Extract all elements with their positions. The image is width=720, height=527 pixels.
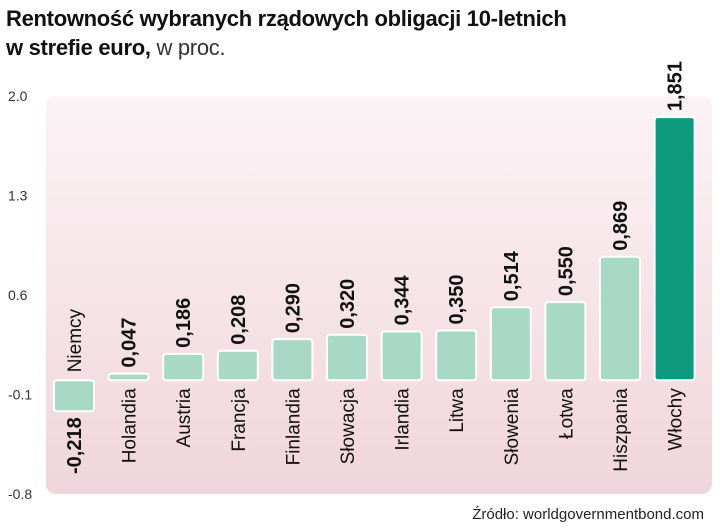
bar xyxy=(107,372,150,382)
bar xyxy=(271,338,314,382)
y-tick-label: -0.8 xyxy=(8,486,32,502)
value-label: -0,218 xyxy=(64,417,86,474)
category-label: Irlandia xyxy=(393,388,414,451)
value-label: 0,047 xyxy=(119,318,141,368)
bar xyxy=(599,255,641,382)
y-tick-label: -0.1 xyxy=(8,387,32,403)
value-label: 0,869 xyxy=(610,201,632,251)
value-label: 0,550 xyxy=(555,246,577,296)
value-label: 0,344 xyxy=(392,274,414,325)
value-label: 0,320 xyxy=(337,279,359,329)
category-label: Słowacja xyxy=(338,388,359,464)
plot-background xyxy=(46,96,712,494)
category-label: Holandia xyxy=(120,388,141,463)
category-label: Słowenia xyxy=(502,388,523,466)
category-label: Litwa xyxy=(447,388,468,433)
bar xyxy=(489,306,532,382)
category-label: Niemcy xyxy=(65,308,86,372)
category-label: Hiszpania xyxy=(611,388,632,472)
category-label: Włochy xyxy=(666,388,687,451)
value-label: 0,186 xyxy=(173,298,195,348)
bar xyxy=(326,333,368,382)
y-tick-label: 1.3 xyxy=(8,188,28,204)
value-label: 0,208 xyxy=(228,295,250,345)
y-tick-label: 0.6 xyxy=(8,287,28,303)
y-tick-label: 2.0 xyxy=(8,88,28,104)
value-label: 1,851 xyxy=(665,61,687,111)
category-label: Finlandia xyxy=(283,388,304,466)
bar xyxy=(435,329,478,382)
value-label: 0,290 xyxy=(282,283,304,333)
bar xyxy=(216,349,259,382)
title-line-2-bold: w strefie euro, xyxy=(6,35,151,60)
title-line-1: Rentowność wybranych rządowych obligacji… xyxy=(6,6,567,31)
source-note: Źródło: worldgovernmentbond.com xyxy=(472,506,704,523)
value-label: 0,514 xyxy=(501,250,523,301)
bar xyxy=(162,352,205,382)
bar xyxy=(380,330,423,382)
bar xyxy=(544,301,587,382)
value-label: 0,350 xyxy=(446,274,468,324)
category-label: Austria xyxy=(174,388,195,448)
bar xyxy=(53,379,95,413)
bar xyxy=(653,116,696,382)
title-line-2-unit: w proc. xyxy=(150,35,226,60)
category-label: Łotwa xyxy=(556,388,577,439)
chart-title: Rentowność wybranych rządowych obligacji… xyxy=(6,4,567,62)
category-label: Francja xyxy=(229,388,250,452)
